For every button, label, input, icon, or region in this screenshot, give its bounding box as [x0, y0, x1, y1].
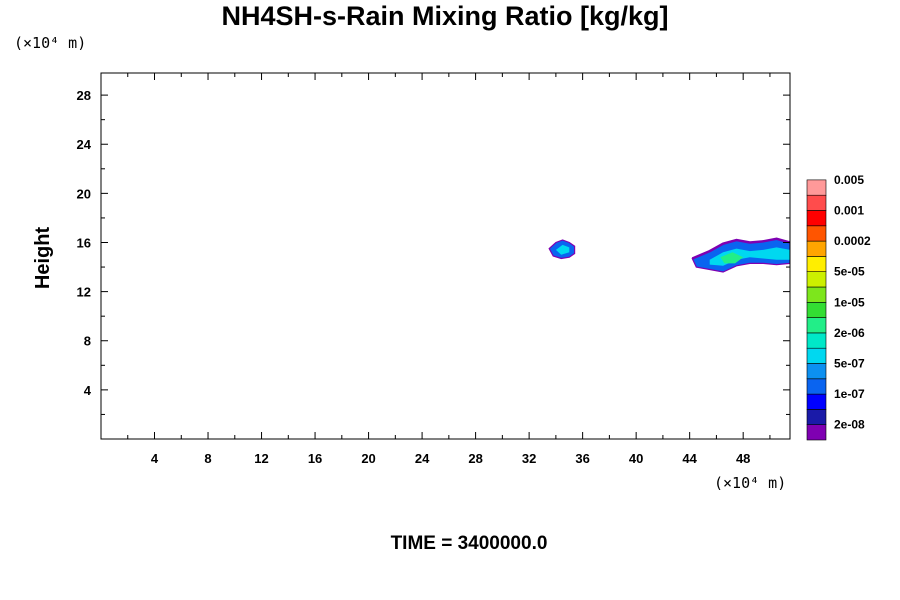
- x-tick-label: 20: [361, 451, 375, 466]
- x-tick-label: 48: [736, 451, 750, 466]
- colorbar-swatch: [806, 240, 827, 257]
- y-unit-label: (×10⁴ m): [14, 34, 86, 52]
- y-axis-label: Height: [32, 227, 54, 290]
- x-tick-label: 40: [629, 451, 643, 466]
- colorbar-label: 0.0002: [834, 234, 871, 248]
- colorbar-swatch: [806, 347, 827, 364]
- feature-blob-small: [548, 239, 576, 260]
- feature-blob-right: [691, 237, 790, 273]
- colorbar-swatch: [806, 256, 827, 272]
- contour-edge: [691, 237, 790, 260]
- colorbar: 2e-08 1e-07 5e-07 2e-06 1e-05 5e-05 0.0002 0.00…: [806, 173, 871, 441]
- colorbar-label: 5e-07: [834, 357, 865, 371]
- colorbar-swatch: [806, 393, 827, 410]
- contour-inner: [555, 244, 570, 255]
- y-tick-label: 8: [84, 334, 91, 349]
- time-label: TIME = 3400000.0: [391, 533, 548, 554]
- colorbar-label: 0.001: [834, 204, 864, 218]
- colorbar-label: 1e-07: [834, 387, 865, 401]
- y-tick-label: 20: [77, 186, 91, 201]
- colorbar-label: 0.005: [834, 173, 864, 187]
- y-tick-label: 16: [77, 235, 91, 250]
- y-tick-label: 28: [77, 88, 91, 103]
- colorbar-swatch: [806, 210, 827, 227]
- colorbar-swatch: [806, 301, 827, 318]
- colorbar-swatch: [806, 424, 827, 441]
- colorbar-swatch: [806, 286, 827, 303]
- contour-core: [720, 252, 744, 264]
- x-tick-label: 4: [151, 451, 159, 466]
- x-tick-label: 32: [522, 451, 536, 466]
- colorbar-swatch: [806, 179, 827, 196]
- y-tick-label: 4: [84, 383, 92, 398]
- colorbar-label: 2e-08: [834, 418, 865, 432]
- x-tick-label: 36: [575, 451, 589, 466]
- colorbar-label: 5e-05: [834, 265, 865, 279]
- x-tick-label: 16: [308, 451, 322, 466]
- colorbar-swatch: [806, 317, 827, 334]
- colorbar-swatch: [806, 271, 827, 288]
- data-features: [548, 237, 790, 273]
- x-tick-label: 28: [468, 451, 482, 466]
- colorbar-swatch: [806, 378, 827, 395]
- colorbar-swatch: [806, 194, 827, 211]
- x-tick-label: 8: [204, 451, 211, 466]
- colorbar-swatch: [806, 363, 827, 380]
- x-tick-label: 12: [254, 451, 268, 466]
- colorbar-swatch: [806, 409, 827, 425]
- x-tick-label: 44: [682, 451, 697, 466]
- x-unit-label: (×10⁴ m): [714, 474, 786, 492]
- x-tick-label: 24: [415, 451, 430, 466]
- y-tick-label: 24: [77, 137, 92, 152]
- colorbar-swatch: [806, 225, 827, 242]
- colorbar-label: 1e-05: [834, 295, 865, 309]
- colorbar-swatch: [806, 332, 827, 349]
- plot-frame: [100, 72, 791, 440]
- y-tick-label: 12: [77, 285, 91, 300]
- colorbar-label: 2e-06: [834, 326, 865, 340]
- chart-title: NH4SH-s-Rain Mixing Ratio [kg/kg]: [221, 1, 668, 31]
